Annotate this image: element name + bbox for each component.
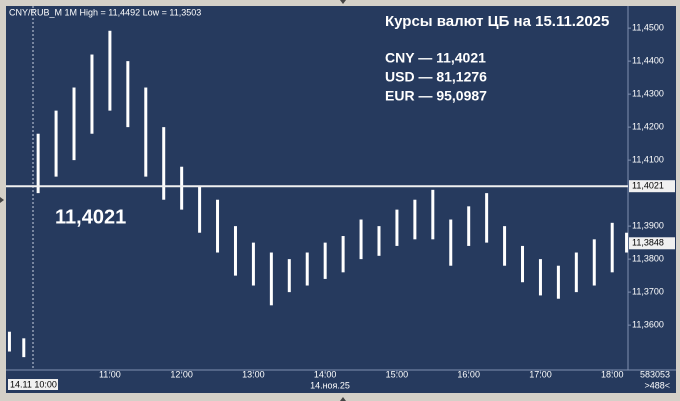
- price-bar: [521, 245, 525, 283]
- price-bar: [22, 338, 26, 358]
- corner-text: >488<: [644, 380, 670, 390]
- price-bar: [625, 232, 629, 253]
- y-tick-label: 11,3900: [632, 220, 664, 230]
- y-tick-label: 11,4400: [632, 56, 664, 66]
- price-marker: [629, 180, 675, 193]
- big-price: 11,4021: [55, 206, 126, 228]
- price-bar: [198, 186, 202, 233]
- price-bar: [377, 226, 381, 256]
- marker-arrow: [0, 197, 4, 203]
- price-bar: [251, 242, 255, 286]
- price-bar: [287, 259, 291, 293]
- price-bar: [72, 87, 76, 161]
- price-bar: [233, 226, 237, 276]
- x-tick-label: 12:00: [170, 369, 193, 379]
- header: CNY/RUB_M 1M High = 11,4492 Low = 11,350…: [9, 7, 201, 17]
- price-bar: [180, 166, 184, 210]
- price-bar: [216, 199, 220, 253]
- rate: USD — 81,1276: [385, 69, 487, 85]
- cursor-label: 14.11 10:00: [10, 379, 57, 389]
- price-marker-label: 11,4021: [632, 181, 664, 191]
- y-tick-label: 11,3700: [632, 286, 664, 296]
- y-tick-label: 11,4300: [632, 89, 664, 99]
- price-bar: [431, 189, 435, 240]
- price-bar: [503, 226, 507, 266]
- price-bar: [592, 239, 596, 286]
- price-bar: [341, 236, 345, 273]
- date-label: 14.ноя.25: [310, 380, 350, 390]
- price-bar: [144, 87, 148, 177]
- x-tick-label: 15:00: [386, 369, 409, 379]
- price-bar: [162, 127, 166, 200]
- y-tick-label: 11,4500: [632, 23, 664, 33]
- y-tick-label: 11,3800: [632, 253, 664, 263]
- price-bar: [610, 222, 614, 273]
- cursor-label-box: [8, 379, 58, 390]
- x-tick-label: 17:00: [529, 369, 552, 379]
- x-tick-label: 13:00: [242, 369, 265, 379]
- price-bar: [574, 252, 578, 293]
- price-bar: [269, 252, 273, 306]
- x-tick-label: 18:00: [601, 369, 624, 379]
- price-bar: [359, 219, 363, 260]
- price-bar: [108, 30, 112, 111]
- marker-arrow: [340, 397, 346, 401]
- corner-text: 583053: [640, 369, 670, 379]
- x-tick-label: 14:00: [314, 369, 337, 379]
- price-bar: [36, 133, 40, 194]
- price-bar: [413, 199, 417, 240]
- rate: EUR — 95,0987: [385, 88, 487, 104]
- price-bar: [467, 206, 471, 246]
- price-bar: [54, 110, 58, 177]
- price-bar: [90, 54, 94, 134]
- plot-background: [6, 6, 676, 393]
- price-bar: [395, 209, 399, 246]
- price-bar: [485, 193, 489, 243]
- price-bar: [449, 219, 453, 266]
- y-tick-label: 11,4200: [632, 122, 664, 132]
- x-tick-label: 16:00: [457, 369, 480, 379]
- y-tick-label: 11,3600: [632, 319, 664, 329]
- price-bar: [126, 61, 130, 128]
- y-tick-label: 11,4100: [632, 155, 664, 165]
- rate: CNY — 11,4021: [385, 50, 486, 66]
- marker-arrow: [340, 0, 346, 4]
- price-bar: [7, 331, 11, 352]
- price-bar: [556, 265, 560, 299]
- price-bar: [323, 242, 327, 279]
- title: Курсы валют ЦБ на 15.11.2025: [385, 13, 609, 30]
- price-marker-label: 11,3848: [632, 238, 664, 248]
- x-tick-label: 11:00: [99, 369, 121, 379]
- price-bar: [538, 259, 542, 296]
- price-marker: [629, 237, 675, 250]
- price-bar: [305, 252, 309, 286]
